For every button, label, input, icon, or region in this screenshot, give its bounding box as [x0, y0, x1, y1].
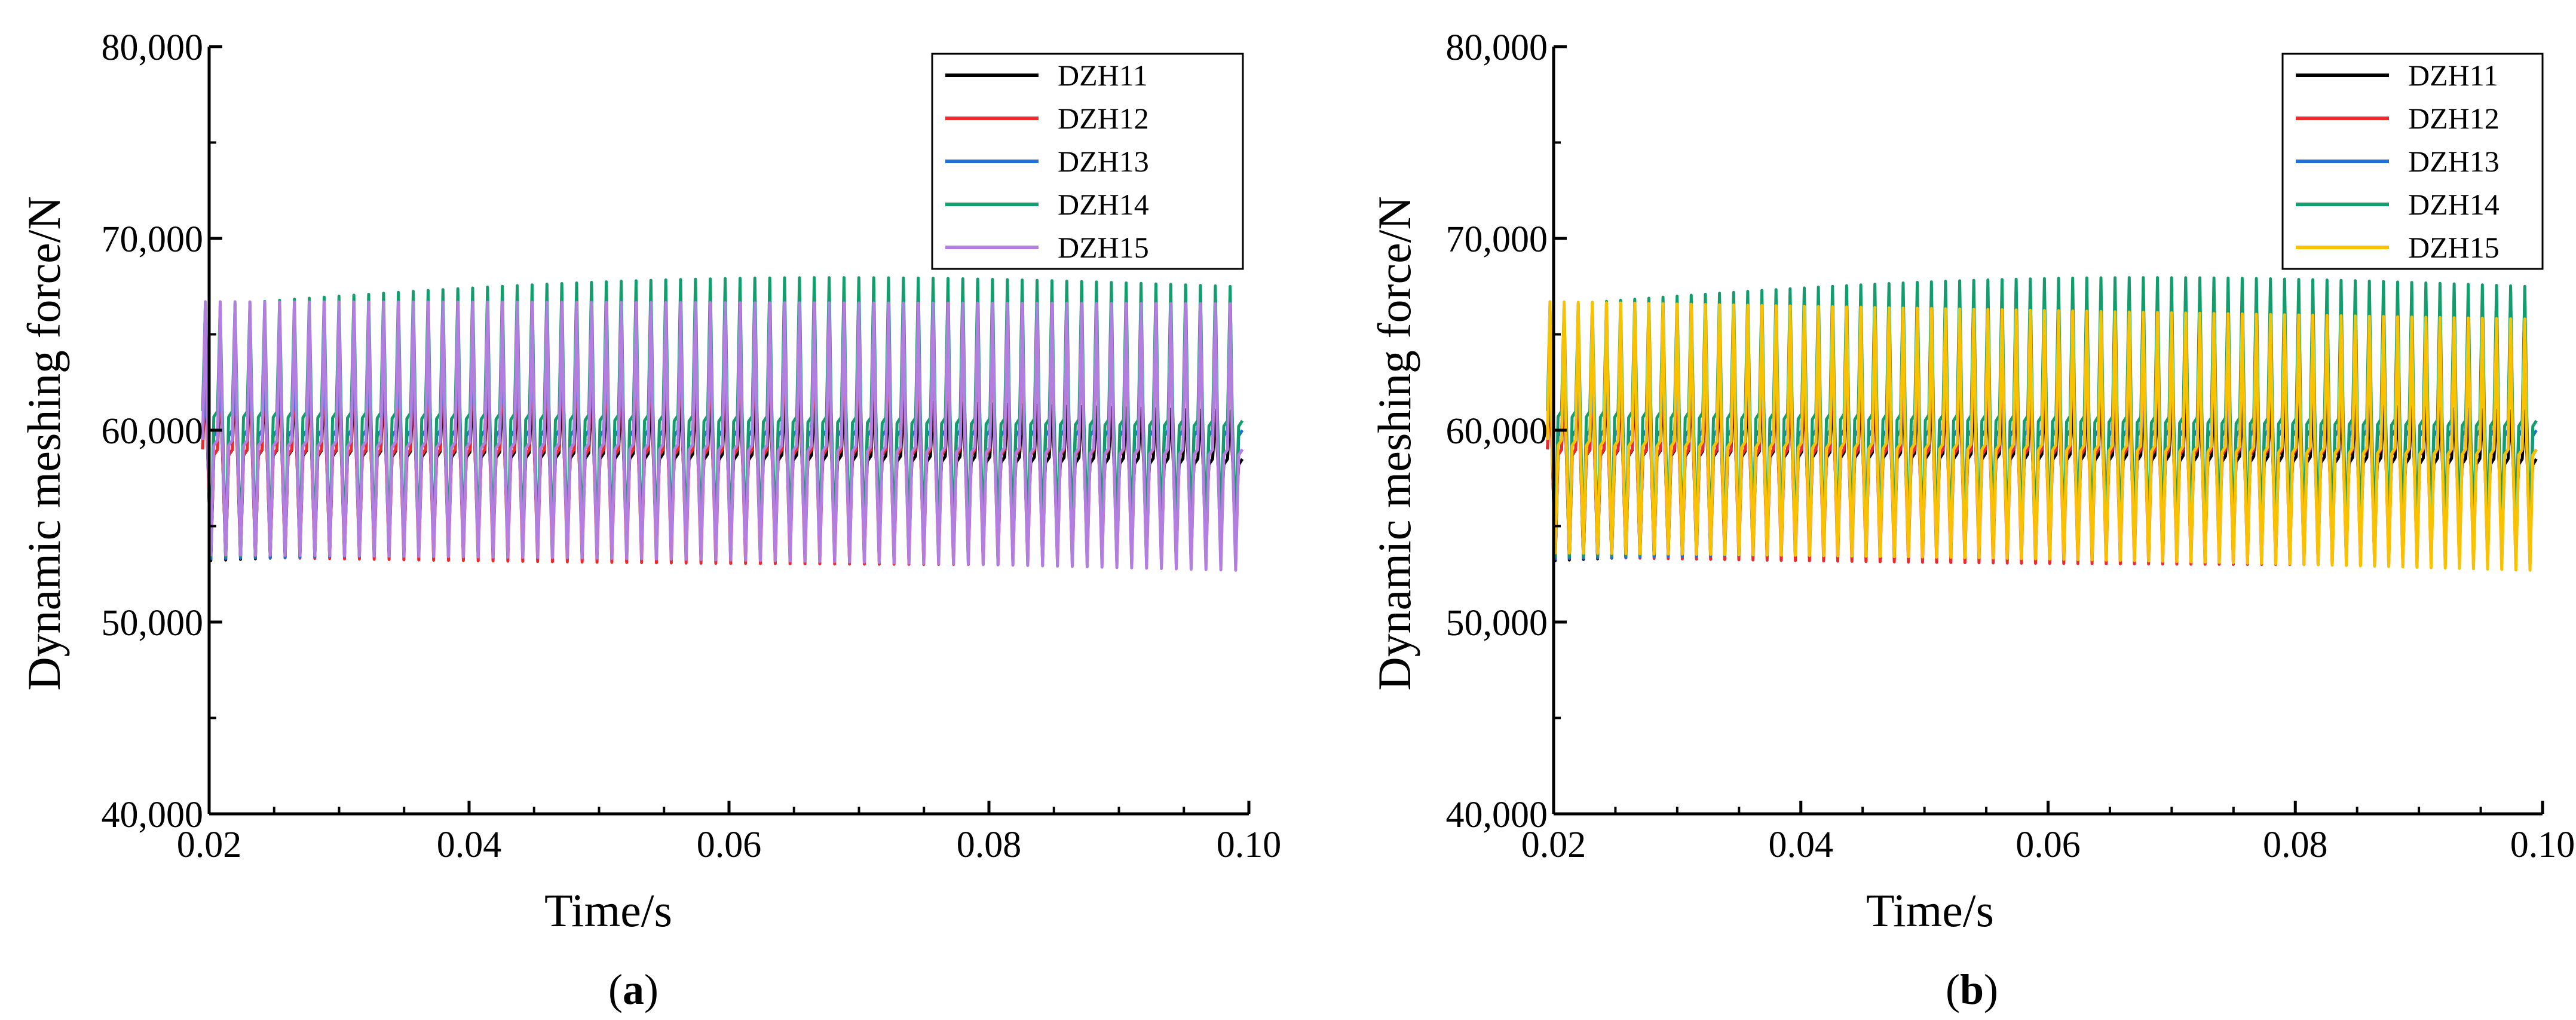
panel-a-ticks: 40,000 50,000 60,000 70,000 80,000 0.02 0.04 0.… [102, 27, 1282, 865]
panel-b-legend-label-dzh15: DZH15 [2408, 231, 2500, 264]
panel-b-legend-label-dzh11: DZH11 [2408, 59, 2498, 92]
panel-b-x-tick-label: 0.10 [2510, 825, 2575, 865]
panel-b-ticks: 40,000 50,000 60,000 70,000 80,000 0.02 0.04 0.… [1446, 27, 2575, 865]
panel-a-x-axis-label: Time/s [544, 884, 672, 936]
panel-b-y-tick-label: 40,000 [1446, 795, 1548, 835]
panel-a-y-tick-label: 60,000 [102, 411, 204, 452]
panel-a-legend-label-dzh11: DZH11 [1058, 59, 1148, 92]
panel-b: 40,000 50,000 60,000 70,000 80,000 0.02 0.04 0.… [1368, 27, 2575, 1013]
panel-a-legend-label-dzh13: DZH13 [1058, 145, 1149, 178]
panel-a-x-tick-label: 0.10 [1217, 825, 1282, 865]
panel-a: 40,000 50,000 60,000 70,000 80,000 0.02 0.04 0.… [18, 27, 1281, 1013]
panel-b-legend-box [2281, 53, 2544, 270]
panel-b-x-axis-label: Time/s [1866, 884, 1994, 936]
panel-a-legend-label-dzh15: DZH15 [1058, 231, 1149, 264]
panel-b-x-tick-label: 0.06 [2016, 825, 2081, 865]
panel-a-x-tick-label: 0.08 [957, 825, 1022, 865]
panel-b-y-tick-label: 70,000 [1446, 219, 1548, 260]
panel-b-y-tick-label: 60,000 [1446, 411, 1548, 452]
panel-a-y-tick-label: 80,000 [102, 27, 204, 68]
panel-b-series-dzh15 [1546, 300, 2538, 572]
panel-a-legend-label-dzh14: DZH14 [1058, 188, 1149, 221]
panel-b-legend-label-dzh12: DZH12 [2408, 102, 2500, 135]
panel-a-series-dzh15 [201, 300, 1244, 572]
panel-b-y-tick-label: 50,000 [1446, 603, 1548, 644]
panel-b-x-tick-label: 0.04 [1769, 825, 1834, 865]
panel-b-caption: (b) [1946, 966, 1998, 1013]
panel-a-x-tick-label: 0.02 [177, 825, 242, 865]
panel-b-x-tick-label: 0.02 [1521, 825, 1586, 865]
panel-a-y-axis-label: Dynamic meshing force/N [18, 196, 70, 690]
panel-b-x-tick-label: 0.08 [2263, 825, 2328, 865]
panel-b-legend: DZH11 DZH12 DZH13 DZH14 DZH15 [2281, 53, 2544, 270]
panel-a-caption-letter: a [623, 966, 644, 1013]
panel-a-y-tick-label: 50,000 [102, 603, 204, 644]
panel-b-caption-letter: b [1960, 966, 1984, 1013]
panel-a-series-lines [201, 276, 1244, 572]
panel-a-legend: DZH11 DZH12 DZH13 DZH14 DZH15 [931, 53, 1244, 270]
panel-a-y-tick-label: 40,000 [102, 795, 204, 835]
panel-a-x-tick-label: 0.06 [697, 825, 762, 865]
panel-a-caption: (a) [608, 966, 658, 1013]
panel-b-series-lines [1546, 276, 2538, 572]
panel-b-legend-label-dzh14: DZH14 [2408, 188, 2500, 221]
panel-b-y-tick-label: 80,000 [1446, 27, 1548, 68]
panel-a-x-tick-label: 0.04 [437, 825, 502, 865]
panel-a-y-tick-label: 70,000 [102, 219, 204, 260]
panel-b-y-axis-label: Dynamic meshing force/N [1368, 196, 1420, 690]
panel-b-legend-label-dzh13: DZH13 [2408, 145, 2500, 178]
panel-a-legend-label-dzh12: DZH12 [1058, 102, 1149, 135]
